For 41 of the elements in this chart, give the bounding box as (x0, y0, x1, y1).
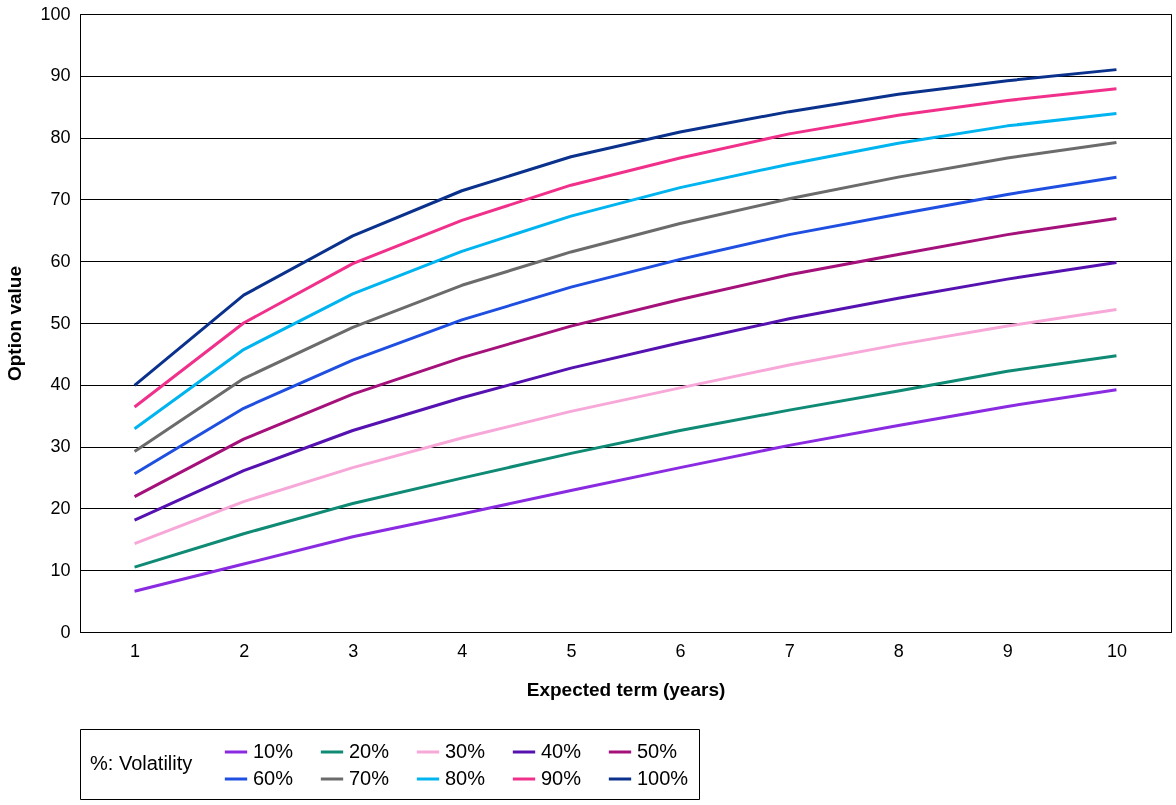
x-tick-label: 8 (893, 640, 904, 661)
line-series (133, 260, 1118, 522)
x-tick-label: 7 (784, 640, 795, 661)
line-series (133, 141, 1118, 454)
y-tick-label: 80 (50, 127, 71, 148)
legend-label: 20% (349, 740, 390, 762)
legend-label: 10% (253, 740, 294, 762)
line-series (133, 388, 1118, 593)
y-tick-label: 60 (50, 250, 71, 271)
line-series (133, 307, 1118, 546)
legend-label: 80% (445, 767, 486, 789)
x-tick-label: 5 (566, 640, 577, 661)
y-tick-label: 100 (40, 3, 71, 24)
legend-label: 100% (637, 767, 689, 789)
line-series (133, 175, 1118, 476)
legend-label: 70% (349, 767, 390, 789)
x-tick-label: 2 (239, 640, 250, 661)
y-tick-label: 70 (50, 188, 71, 209)
x-tick-label: 3 (348, 640, 359, 661)
y-tick-label: 20 (50, 497, 71, 518)
legend-label: 90% (541, 767, 582, 789)
line-series (133, 354, 1118, 569)
x-tick-label: 9 (1002, 640, 1013, 661)
y-tick-label: 50 (50, 312, 71, 333)
x-tick-label: 1 (130, 640, 141, 661)
x-axis-title: Expected term (years) (526, 678, 726, 700)
y-tick-label: 0 (60, 621, 71, 642)
x-tick-label: 10 (1106, 640, 1127, 661)
y-axis-title: Option value (4, 265, 26, 382)
x-tick-label: 6 (675, 640, 686, 661)
y-tick-label: 10 (50, 559, 71, 580)
legend-label: 60% (253, 767, 294, 789)
y-tick-label: 90 (50, 65, 71, 86)
y-tick-label: 30 (50, 436, 71, 457)
legend-label: 50% (637, 740, 678, 762)
legend-label: 30% (445, 740, 486, 762)
line-series (133, 217, 1118, 499)
y-tick-label: 40 (50, 374, 71, 395)
x-tick-label: 4 (457, 640, 468, 661)
legend-title: %: Volatility (90, 752, 193, 774)
legend-label: 40% (541, 740, 582, 762)
